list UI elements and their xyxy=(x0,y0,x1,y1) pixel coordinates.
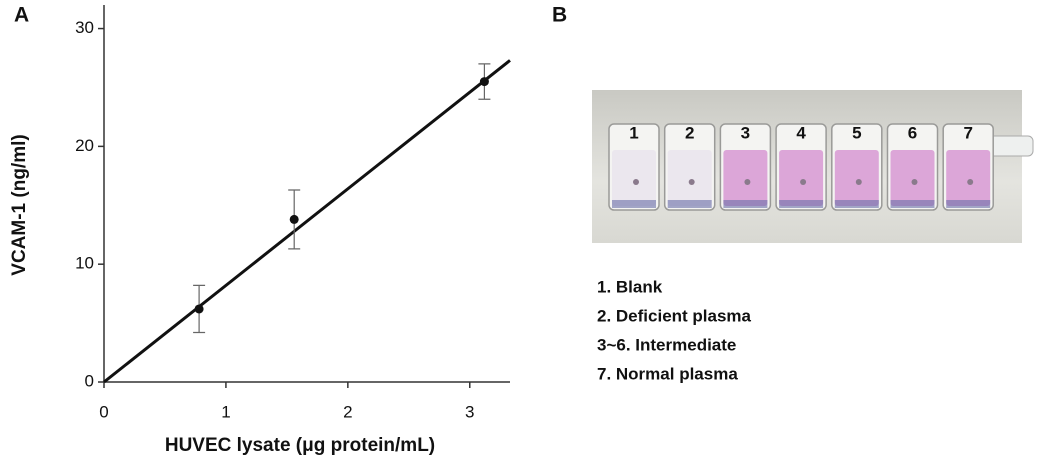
point xyxy=(194,304,204,314)
well-spot xyxy=(800,179,807,185)
point xyxy=(479,77,489,87)
y-tick-label: 20 xyxy=(75,136,94,155)
well-liquid xyxy=(946,150,991,206)
y-tick-label: 30 xyxy=(75,18,94,37)
x-tick-label: 2 xyxy=(343,402,352,421)
well-liquid xyxy=(890,150,935,206)
well-spot xyxy=(633,179,639,185)
well-spot xyxy=(688,179,695,185)
x-axis-label: HUVEC lysate (μg protein/mL) xyxy=(165,435,435,456)
well-base xyxy=(946,200,991,208)
well-spot xyxy=(911,179,918,185)
y-axis-label: VCAM-1 (ng/ml) xyxy=(9,134,30,275)
well-liquid xyxy=(779,150,824,206)
well-liquid xyxy=(667,150,712,206)
well-number: 6 xyxy=(908,123,917,142)
well-liquid xyxy=(612,150,656,206)
legend-item: 1. Blank xyxy=(597,277,663,296)
panel-label: B xyxy=(552,4,567,27)
legend-item: 3~6. Intermediate xyxy=(597,335,736,354)
well-number: 2 xyxy=(685,123,694,142)
x-tick-label: 1 xyxy=(221,402,230,421)
well-base xyxy=(723,200,768,208)
x-tick-label: 3 xyxy=(465,402,474,421)
well-number: 3 xyxy=(741,123,750,142)
y-tick-label: 10 xyxy=(75,254,94,273)
legend-item: 2. Deficient plasma xyxy=(597,306,752,325)
well-number: 4 xyxy=(796,123,806,142)
legend: 1. Blank 2. Deficient plasma 3~6. Intermed… xyxy=(597,277,752,383)
x-tick-label: 0 xyxy=(99,402,108,421)
panel-label: A xyxy=(14,4,29,27)
well-number: 5 xyxy=(852,123,861,142)
well-base xyxy=(667,200,712,208)
well-spot xyxy=(855,179,862,185)
point xyxy=(289,214,299,224)
well-liquid xyxy=(723,150,768,206)
legend-item: 7. Normal plasma xyxy=(597,364,738,383)
y-tick-label: 0 xyxy=(85,371,94,390)
well-number: 1 xyxy=(629,123,638,142)
well-base xyxy=(834,200,879,208)
well-spot xyxy=(967,179,974,185)
well-base xyxy=(612,200,656,208)
well-liquid xyxy=(834,150,879,206)
well-strip: 1 2 3 4 5 6 7 xyxy=(608,123,994,211)
well-base xyxy=(779,200,824,208)
well-number: 7 xyxy=(963,123,972,142)
well-spot xyxy=(744,179,751,185)
fit-line xyxy=(103,59,511,384)
well-base xyxy=(890,200,935,208)
